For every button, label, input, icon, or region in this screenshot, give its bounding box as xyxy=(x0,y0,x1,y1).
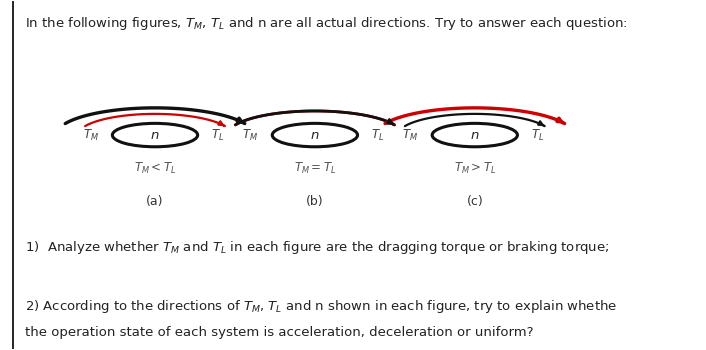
Text: (b): (b) xyxy=(306,195,324,208)
Text: $n$: $n$ xyxy=(150,128,160,141)
Text: $n$: $n$ xyxy=(310,128,320,141)
Text: $T_M$$>$$T_L$: $T_M$$>$$T_L$ xyxy=(454,161,496,176)
Text: 1)  Analyze whether $T_M$ and $T_L$ in each figure are the dragging torque or br: 1) Analyze whether $T_M$ and $T_L$ in ea… xyxy=(25,239,609,256)
Text: $T_M$: $T_M$ xyxy=(242,127,258,142)
Text: (c): (c) xyxy=(467,195,483,208)
Text: In the following figures, $T_M$, $T_L$ and n are all actual directions. Try to a: In the following figures, $T_M$, $T_L$ a… xyxy=(25,15,628,32)
Text: $T_M$$=$$T_L$: $T_M$$=$$T_L$ xyxy=(294,161,336,176)
Text: the operation state of each system is acceleration, deceleration or uniform?: the operation state of each system is ac… xyxy=(25,326,534,339)
Text: $T_L$: $T_L$ xyxy=(531,127,544,142)
Text: $T_M$$<$$T_L$: $T_M$$<$$T_L$ xyxy=(134,161,176,176)
Text: $T_L$: $T_L$ xyxy=(371,127,385,142)
Text: (a): (a) xyxy=(146,195,164,208)
Text: $n$: $n$ xyxy=(470,128,479,141)
Text: $T_M$: $T_M$ xyxy=(402,127,419,142)
Text: $T_L$: $T_L$ xyxy=(211,127,225,142)
Text: $T_M$: $T_M$ xyxy=(83,127,99,142)
Text: 2) According to the directions of $T_M$, $T_L$ and n shown in each figure, try t: 2) According to the directions of $T_M$,… xyxy=(25,298,617,315)
